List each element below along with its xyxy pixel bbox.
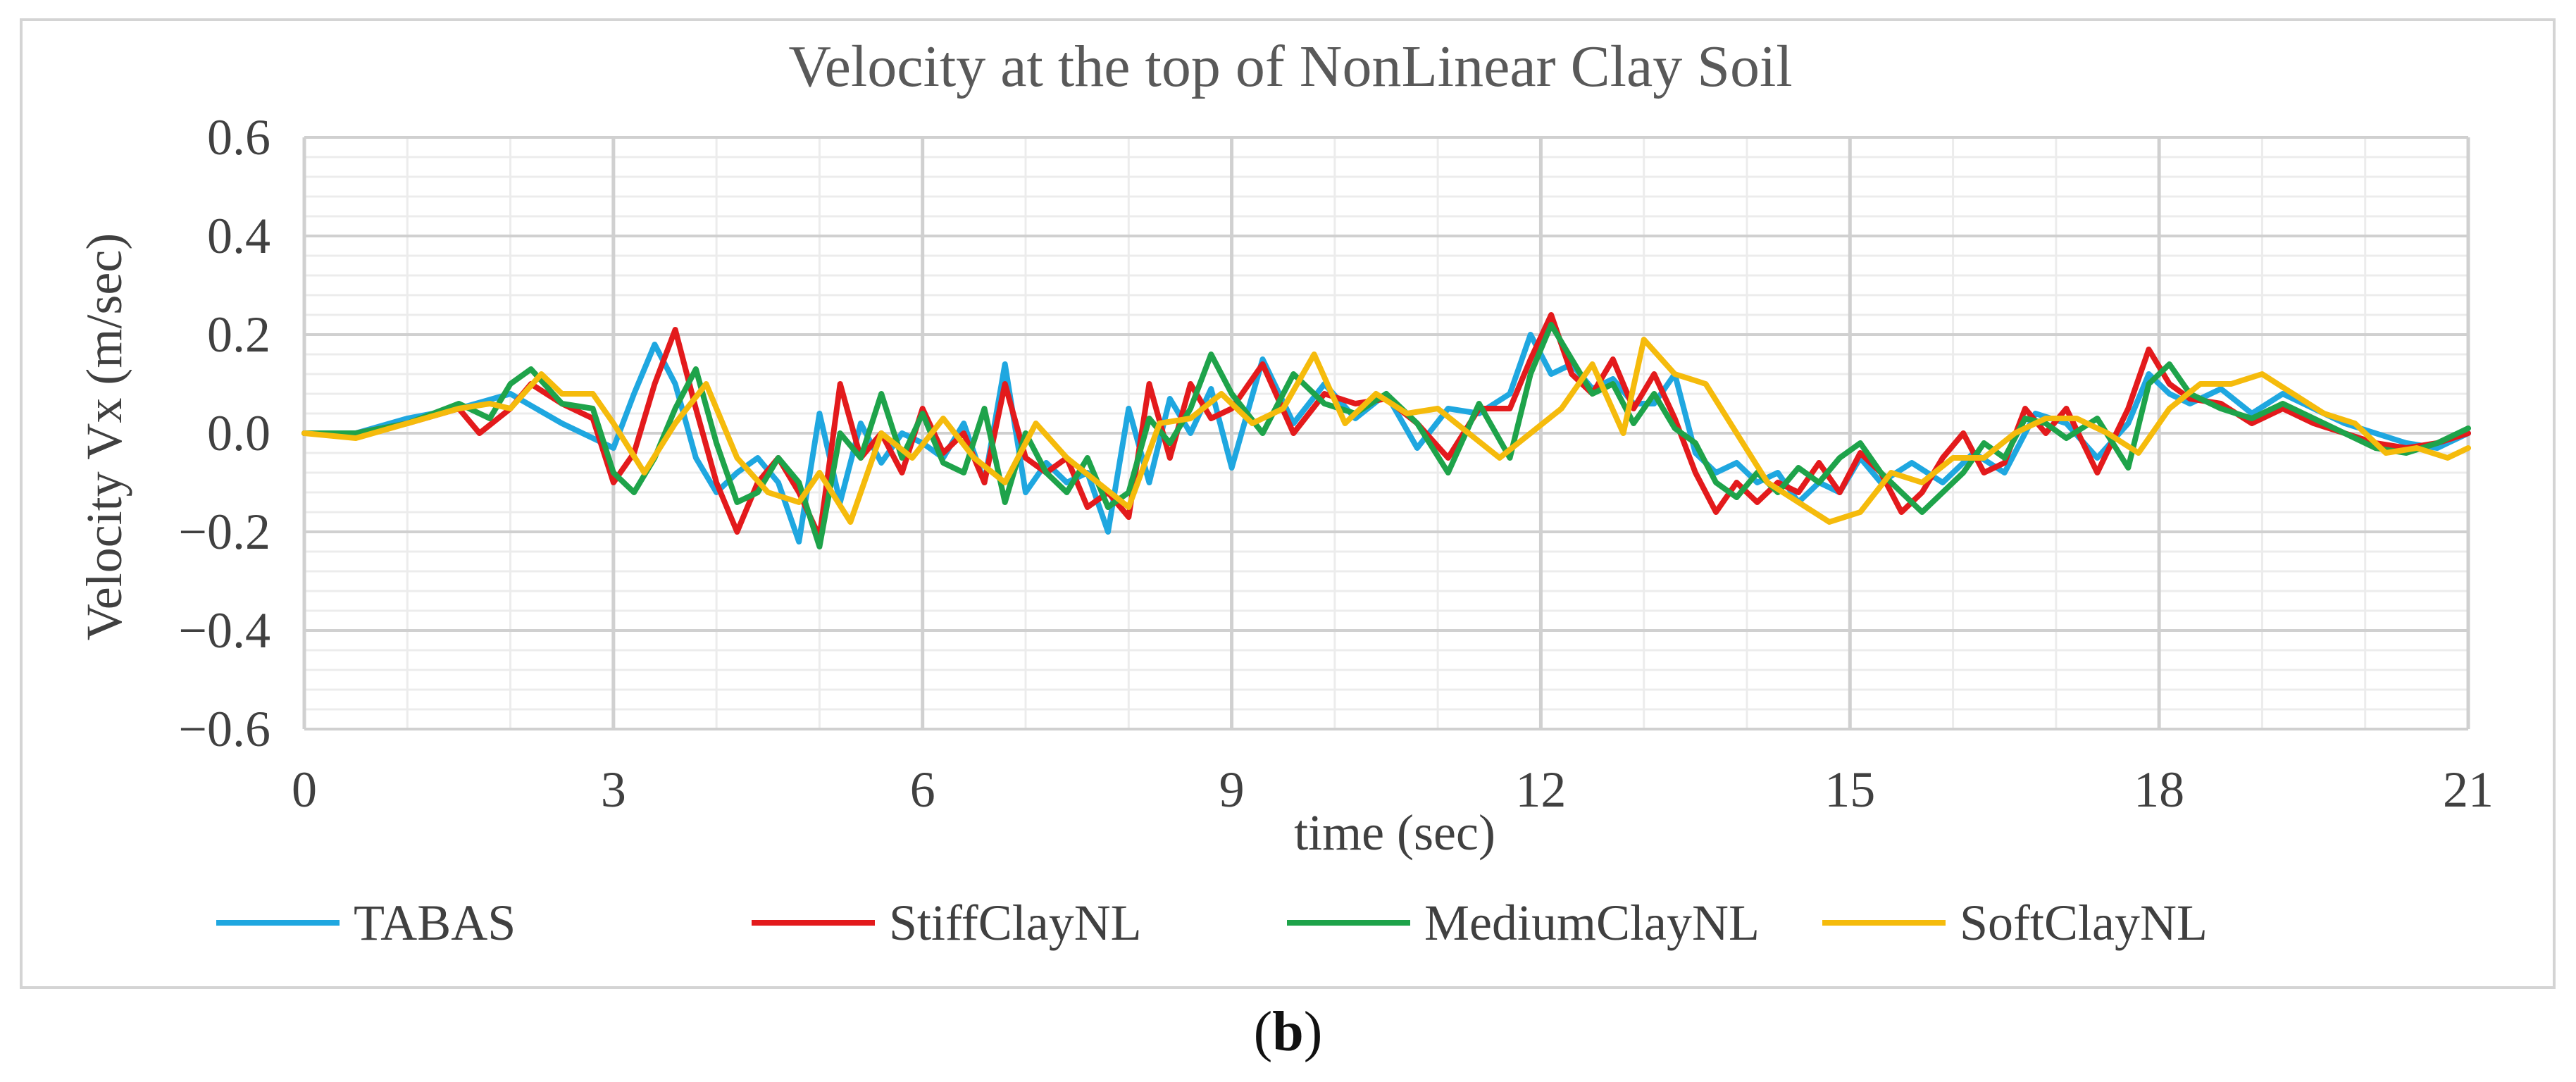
y-tick-label: −0.4	[178, 602, 270, 659]
panel-label-letter: b	[1272, 1001, 1304, 1063]
x-tick-label: 0	[292, 761, 317, 818]
series-line-SoftClayNL	[301, 337, 2471, 525]
legend-label-TABAS: TABAS	[354, 895, 516, 951]
legend-label-StiffClayNL: StiffClayNL	[889, 895, 1142, 951]
y-tick-label: 0.2	[207, 306, 270, 363]
y-tick-label: 0.0	[207, 405, 270, 461]
x-tick-label: 6	[910, 761, 935, 818]
x-tick-label: 3	[601, 761, 626, 818]
chart-svg: Velocity at the top of NonLinear Clay So…	[76, 34, 2494, 951]
panel-label-open: (	[1253, 1001, 1273, 1063]
y-tick-label: 0.4	[207, 208, 270, 264]
grid-layer	[302, 136, 2470, 730]
chart-title: Velocity at the top of NonLinear Clay So…	[788, 34, 1792, 99]
legend-label-SoftClayNL: SoftClayNL	[1960, 895, 2208, 951]
panel-label: (b)	[0, 1000, 2576, 1064]
legend-label-MediumClayNL: MediumClayNL	[1424, 895, 1760, 951]
y-axis-label: Velocity Vx (m/sec)	[76, 233, 132, 641]
series-layer	[301, 312, 2471, 549]
tick-layer: 0.6 0.4 0.2 0.0 −0.2 −0.4 −0.6 0 3 6 9 12 15 18 21	[178, 109, 2494, 818]
x-tick-label: 12	[1515, 761, 1566, 818]
panel-label-close: )	[1303, 1001, 1323, 1063]
y-tick-label: 0.6	[207, 109, 270, 166]
chart-frame: Velocity at the top of NonLinear Clay So…	[20, 18, 2556, 989]
x-tick-label: 21	[2443, 761, 2494, 818]
x-tick-label: 9	[1219, 761, 1245, 818]
y-tick-label: −0.6	[178, 701, 270, 757]
x-tick-label: 18	[2134, 761, 2184, 818]
x-axis-label: time (sec)	[1294, 804, 1495, 861]
x-tick-label: 15	[1824, 761, 1875, 818]
legend: TABAS StiffClayNL MediumClayNL SoftClayNL	[216, 895, 2208, 951]
y-tick-label: −0.2	[178, 504, 270, 560]
series-line-StiffClayNL	[301, 312, 2471, 540]
series-line-TABAS	[301, 332, 2471, 545]
